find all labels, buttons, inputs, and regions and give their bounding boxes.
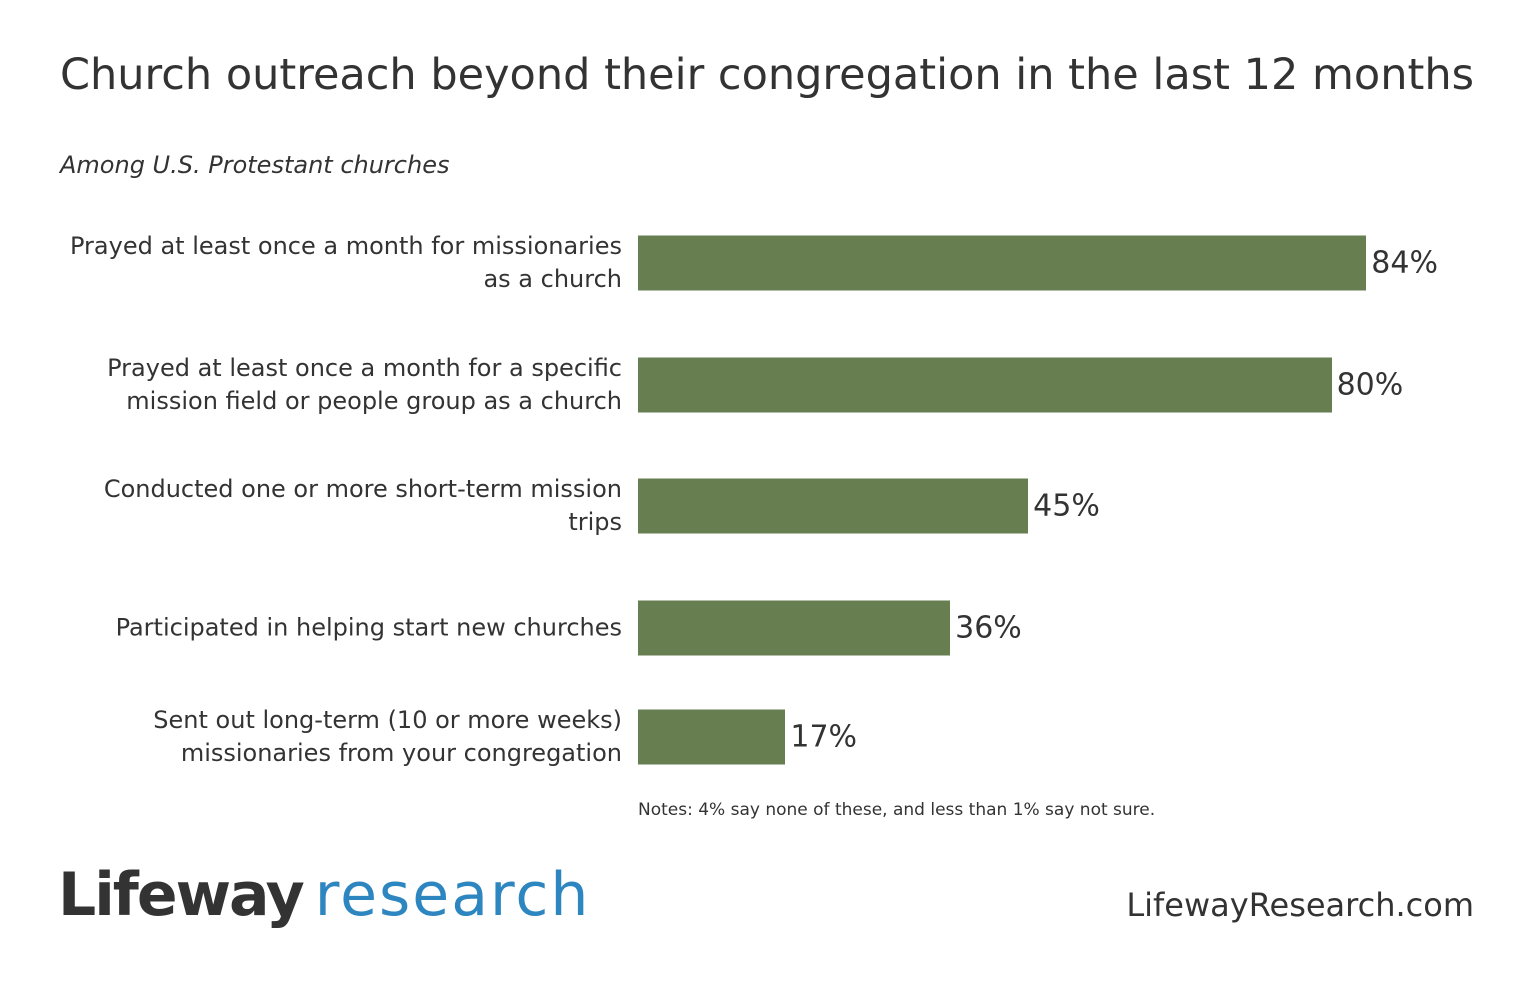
logo-sub: research <box>314 860 591 930</box>
bar <box>638 600 951 656</box>
bar <box>638 709 786 765</box>
website: LifewayResearch.com <box>1126 886 1474 924</box>
chart-title: Church outreach beyond their congregatio… <box>60 50 1474 100</box>
category-label: Prayed at least once a month for mission… <box>70 232 622 293</box>
category-label: Conducted one or more short-term mission… <box>103 475 622 536</box>
category-label: Sent out long-term (10 or more weeks) mi… <box>153 706 622 767</box>
category-label: Participated in helping start new church… <box>115 613 622 642</box>
bar <box>638 235 1367 291</box>
bar <box>638 478 1029 534</box>
value-label: 80% <box>1336 367 1404 403</box>
chart-subtitle: Among U.S. Protestant churches <box>60 151 450 179</box>
logo: Lifeway research <box>58 860 590 930</box>
bar <box>638 357 1332 413</box>
value-label: 36% <box>955 610 1022 646</box>
note: Notes: 4% say none of these, and less th… <box>638 800 1156 820</box>
value-label: 84% <box>1371 245 1438 281</box>
value-label: 17% <box>790 719 858 755</box>
category-label: Prayed at least once a month for a speci… <box>107 354 622 415</box>
value-label: 45% <box>1033 488 1100 524</box>
logo-main: Lifeway <box>58 860 305 930</box>
